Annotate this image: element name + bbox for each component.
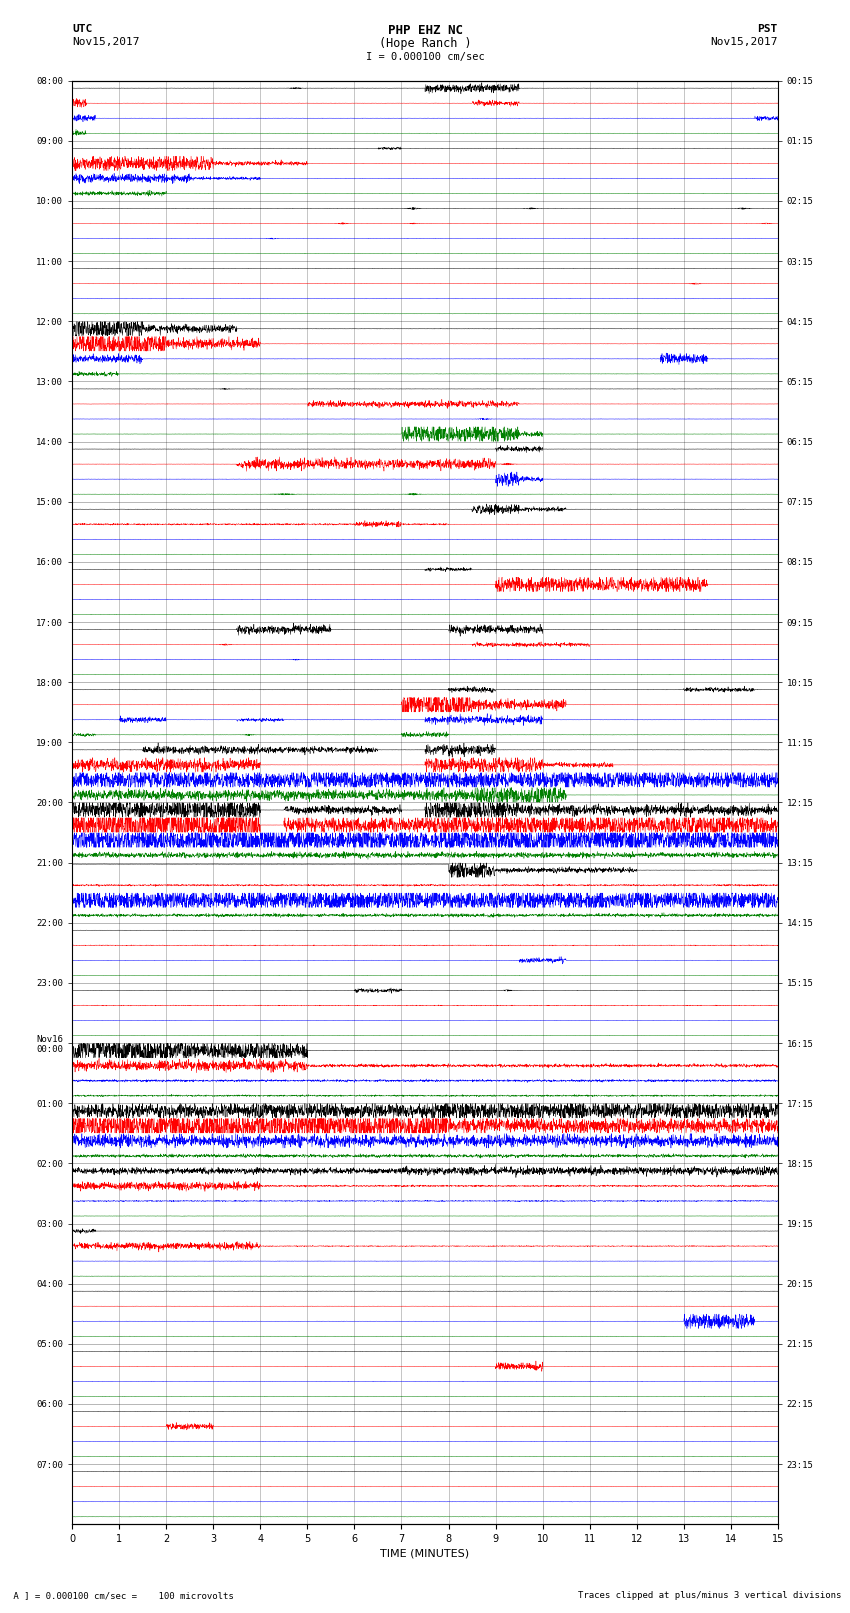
Text: A ] = 0.000100 cm/sec =    100 microvolts: A ] = 0.000100 cm/sec = 100 microvolts <box>8 1590 235 1600</box>
Text: Nov15,2017: Nov15,2017 <box>72 37 139 47</box>
Text: PST: PST <box>757 24 778 34</box>
X-axis label: TIME (MINUTES): TIME (MINUTES) <box>381 1548 469 1558</box>
Text: Traces clipped at plus/minus 3 vertical divisions: Traces clipped at plus/minus 3 vertical … <box>578 1590 842 1600</box>
Text: (Hope Ranch ): (Hope Ranch ) <box>379 37 471 50</box>
Text: PHP EHZ NC: PHP EHZ NC <box>388 24 462 37</box>
Text: I = 0.000100 cm/sec: I = 0.000100 cm/sec <box>366 52 484 61</box>
Text: UTC: UTC <box>72 24 93 34</box>
Text: Nov15,2017: Nov15,2017 <box>711 37 778 47</box>
